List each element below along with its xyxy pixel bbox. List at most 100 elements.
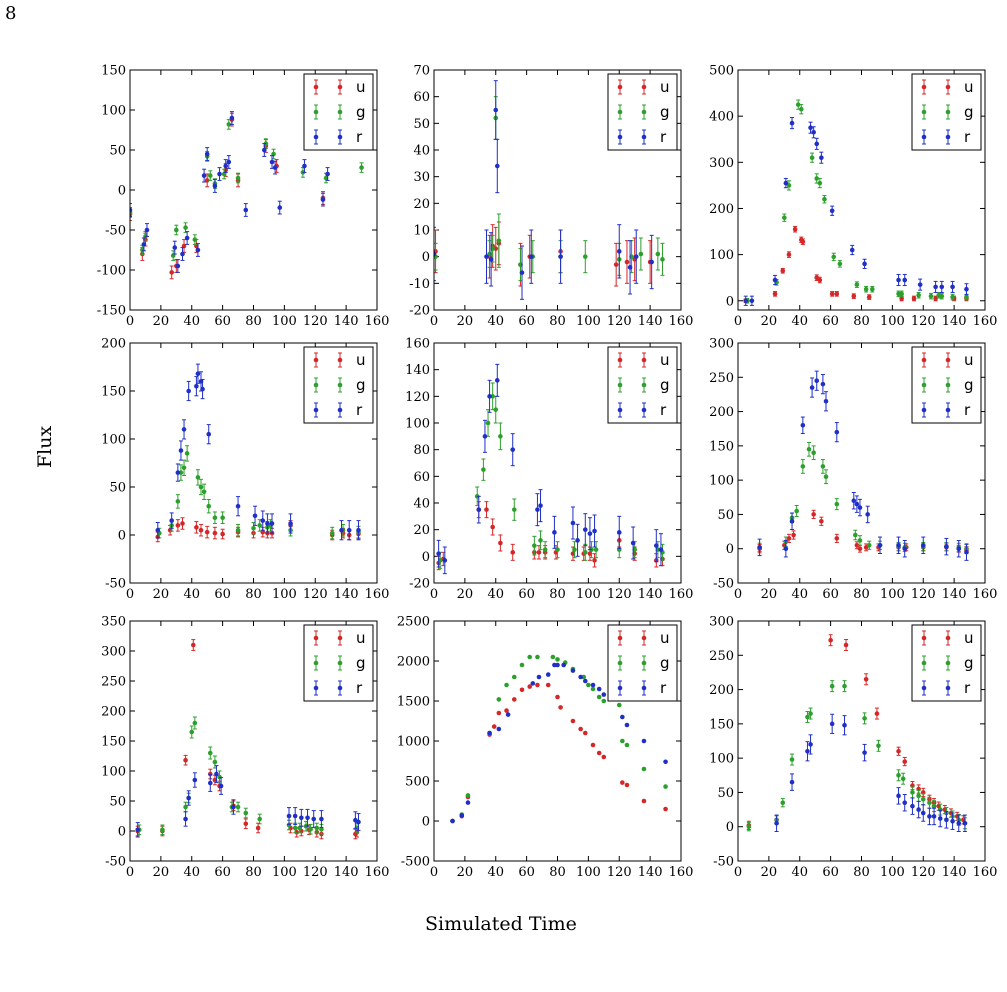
legend-label-r: r (660, 401, 667, 419)
x-tick-label: 0 (126, 587, 134, 602)
data-point-r (320, 192, 326, 207)
y-tick-label: 350 (101, 615, 126, 630)
data-point-u (496, 710, 502, 716)
data-point-u (663, 806, 668, 812)
legend-label-g: g (964, 376, 974, 394)
subplot-3: 0 20 40 60 80 100 120 140 160 0 100 200 300 400 500 ugr (709, 64, 997, 330)
data-point-r (789, 773, 795, 791)
data-point-r (184, 231, 190, 245)
x-tick-label: 20 (153, 314, 170, 329)
x-tick-label: 160 (365, 865, 390, 880)
legend: ugr (911, 73, 982, 151)
y-tick-label: -50 (105, 224, 126, 239)
data-point-r (896, 787, 901, 805)
data-point-r (346, 520, 352, 541)
data-point-g (834, 498, 840, 511)
data-point-r (183, 811, 188, 827)
data-point-u (578, 726, 583, 732)
axes-frame (433, 342, 682, 584)
data-point-u (220, 528, 225, 540)
x-tick-label: 120 (303, 865, 328, 880)
data-point-u (204, 525, 210, 539)
data-point-g (794, 505, 799, 517)
y-tick-label: 1000 (397, 735, 430, 750)
data-point-u (800, 238, 806, 245)
y-tick-label: -150 (97, 304, 126, 319)
legend-label-r: r (964, 679, 971, 697)
x-tick-label: 80 (853, 865, 870, 880)
legend-marker-u (921, 630, 951, 646)
data-point-u (527, 684, 533, 689)
legend-label-g: g (356, 376, 366, 394)
data-point-g (829, 680, 835, 693)
y-tick-label: -50 (105, 577, 126, 592)
data-point-r (144, 223, 150, 237)
y-tick-label: 200 (709, 405, 734, 420)
x-tick-label: 80 (245, 865, 262, 880)
y-tick-label: 150 (709, 439, 734, 454)
data-point-g (596, 694, 602, 700)
y-tick-label: 200 (709, 202, 734, 217)
data-point-r (494, 363, 500, 397)
data-point-r (487, 730, 492, 736)
data-point-r (235, 496, 241, 517)
data-point-g (198, 478, 204, 496)
data-point-r (356, 520, 361, 541)
data-point-u (545, 682, 551, 688)
x-tick-label: 80 (853, 587, 870, 602)
x-tick-label: 0 (734, 865, 742, 880)
x-tick-label: 120 (607, 314, 632, 329)
data-point-r (558, 229, 563, 284)
data-point-r (545, 672, 551, 677)
data-point-g (950, 293, 955, 301)
data-point-r (262, 143, 267, 157)
data-point-g (192, 234, 198, 245)
data-point-r (302, 159, 307, 173)
data-point-r (484, 229, 489, 284)
data-point-r (933, 280, 938, 293)
data-point-r (902, 273, 908, 287)
data-point-r (260, 510, 266, 531)
y-tick-label: 20 (413, 197, 430, 212)
data-point-g (235, 172, 241, 184)
legend-label-u: u (356, 351, 366, 369)
data-point-g (660, 242, 665, 276)
data-point-r (877, 536, 883, 555)
legend-marker-r (617, 680, 647, 696)
y-tick-label: 50 (109, 481, 126, 496)
x-tick-label: 160 (973, 314, 998, 329)
data-point-u (792, 225, 798, 233)
x-tick-label: 160 (669, 314, 694, 329)
data-point-r (920, 804, 926, 822)
data-point-r (927, 807, 932, 826)
data-point-r (601, 692, 607, 697)
data-point-g (329, 526, 335, 540)
data-point-r (175, 259, 181, 273)
legend-label-r: r (964, 401, 971, 419)
y-tick-label: 0 (726, 542, 734, 557)
data-point-r (596, 686, 602, 692)
legend-marker-u (313, 79, 343, 95)
data-point-r (494, 138, 500, 194)
y-tick-label: -50 (713, 577, 734, 592)
data-point-g (493, 395, 499, 424)
legend-marker-r (921, 129, 951, 145)
subplot-8: 0 20 40 60 80 100 120 140 160-500050010001500200… (397, 615, 694, 881)
data-point-r (896, 273, 901, 287)
y-tick-label: -50 (713, 855, 734, 870)
x-tick-label: 20 (761, 865, 778, 880)
data-point-g (207, 746, 213, 760)
data-point-g (235, 523, 241, 537)
data-point-r (178, 440, 184, 461)
data-point-r (493, 80, 499, 140)
x-tick-label: 40 (487, 587, 504, 602)
data-layer (434, 80, 665, 300)
data-point-r (820, 374, 826, 395)
data-point-g (212, 511, 218, 524)
data-point-g (789, 753, 795, 766)
data-point-u (590, 742, 596, 748)
y-tick-label: 200 (709, 683, 734, 698)
legend-marker-u (313, 630, 343, 646)
x-tick-label: 120 (911, 314, 936, 329)
